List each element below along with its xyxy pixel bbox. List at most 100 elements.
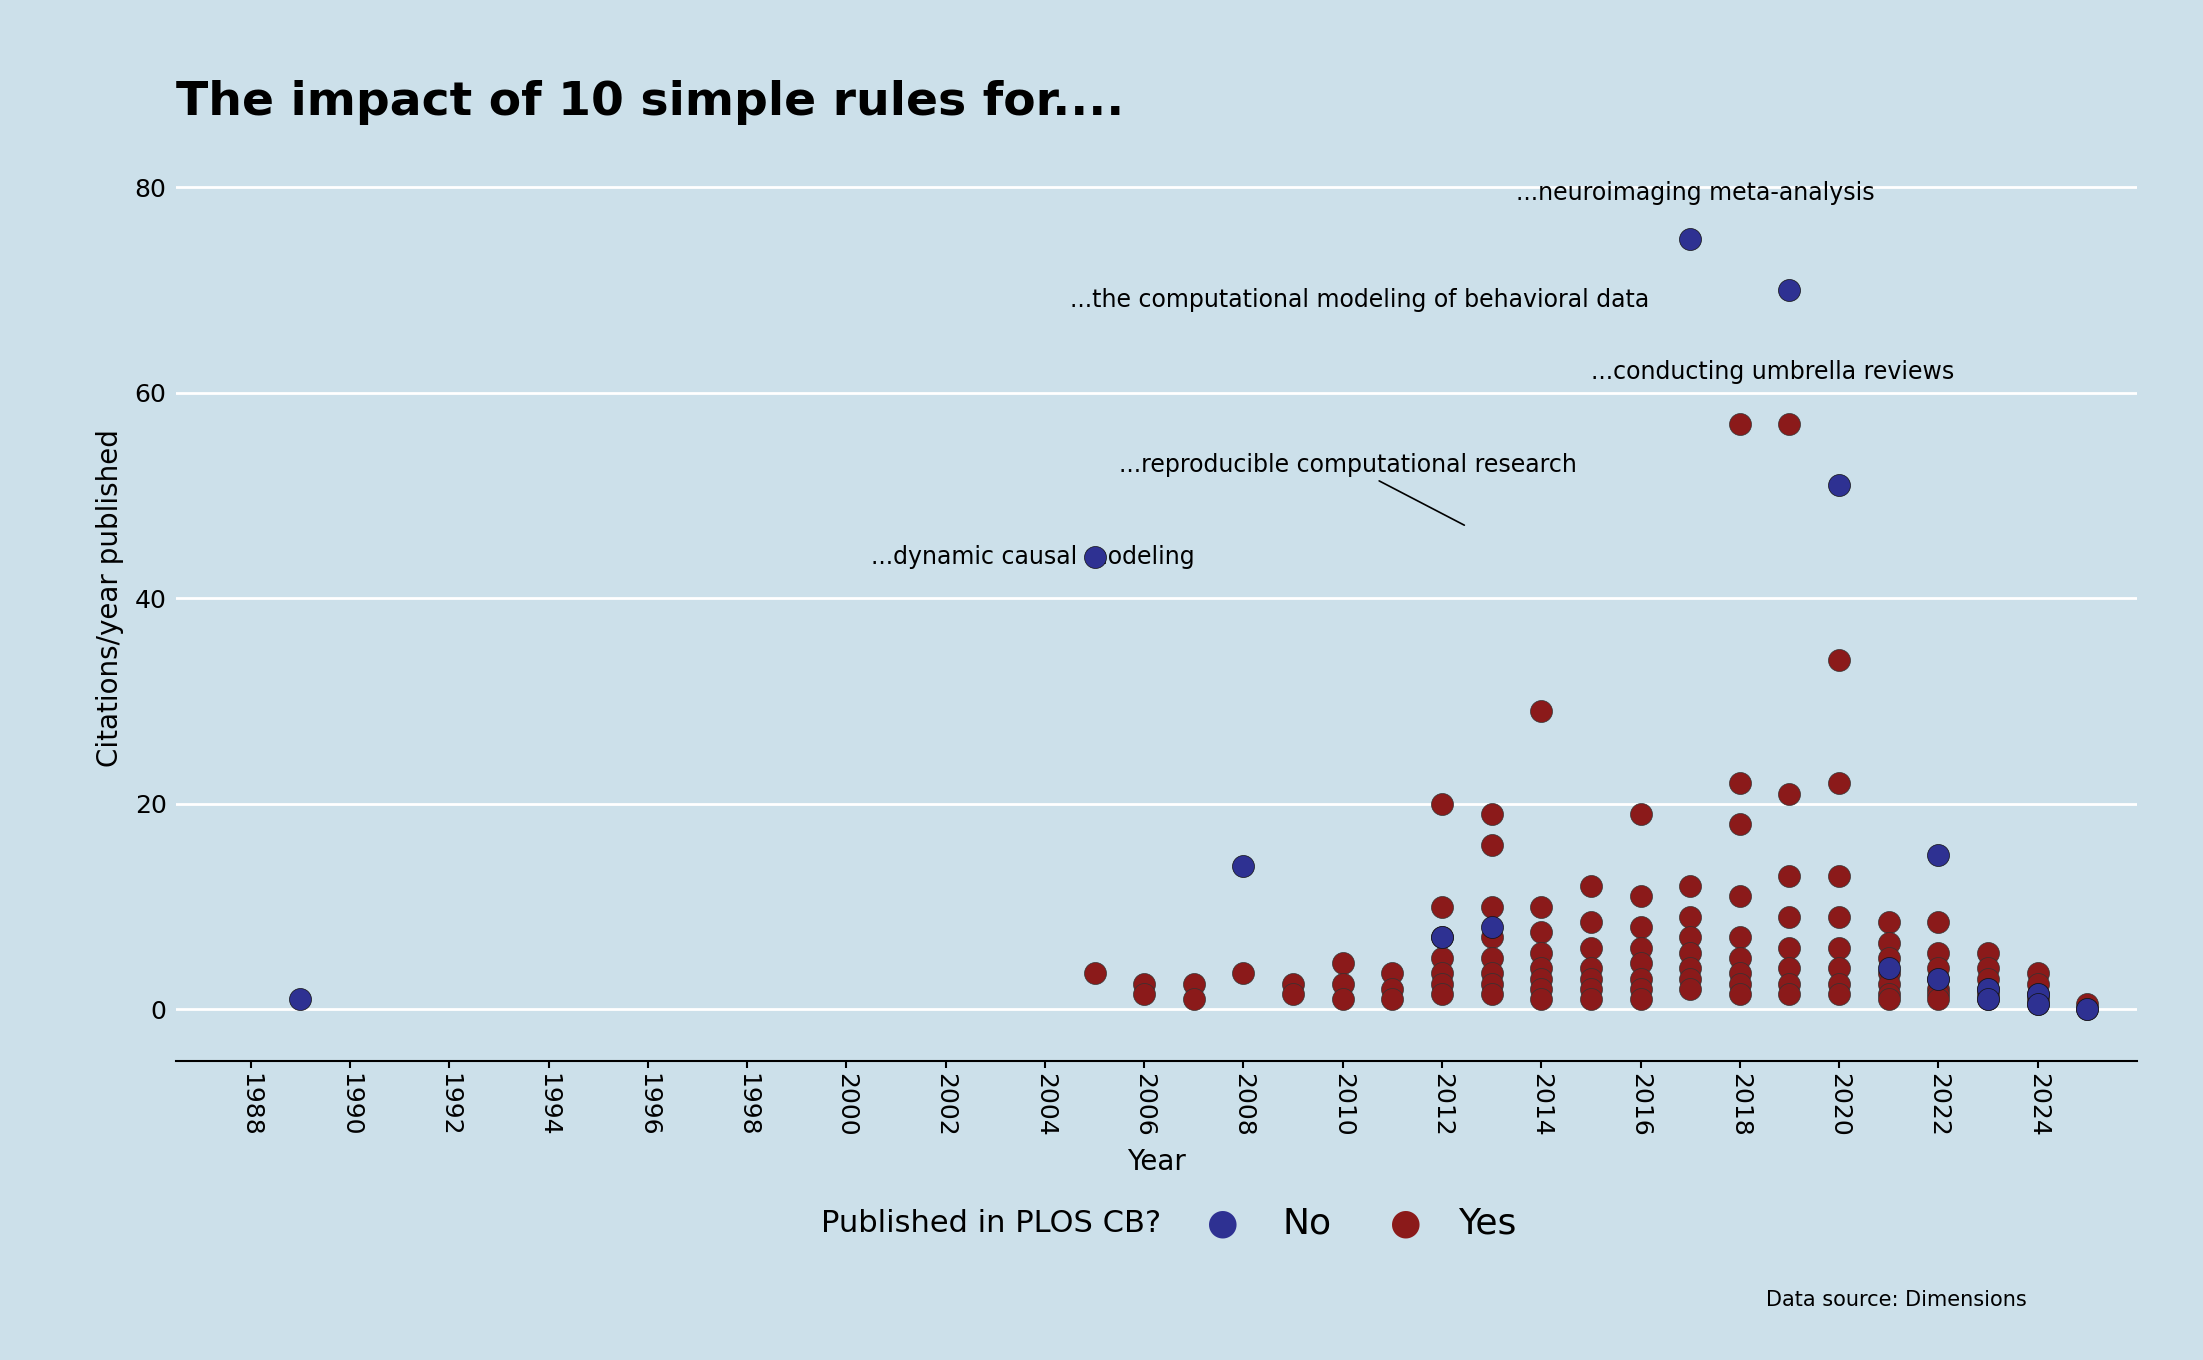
X-axis label: Year: Year <box>1128 1148 1185 1175</box>
Point <box>1375 978 1410 1000</box>
Point <box>2020 993 2055 1015</box>
Text: ...neuroimaging meta-analysis: ...neuroimaging meta-analysis <box>1516 181 1875 204</box>
Point <box>1822 475 1857 496</box>
Point <box>1474 963 1509 985</box>
Text: ●: ● <box>1207 1208 1238 1240</box>
Point <box>1969 989 2005 1010</box>
Point <box>1870 963 1906 985</box>
Point <box>1672 942 1707 964</box>
Point <box>1822 983 1857 1005</box>
Point <box>1624 952 1659 974</box>
Point <box>1425 926 1461 948</box>
Point <box>2020 963 2055 985</box>
Text: Data source: Dimensions: Data source: Dimensions <box>1767 1289 2027 1310</box>
Text: ...dynamic causal modeling: ...dynamic causal modeling <box>870 545 1194 570</box>
Point <box>1425 926 1461 948</box>
Point <box>1375 989 1410 1010</box>
Point <box>1474 917 1509 938</box>
Text: The impact of 10 simple rules for....: The impact of 10 simple rules for.... <box>176 80 1124 125</box>
Text: Yes: Yes <box>1458 1208 1516 1240</box>
Point <box>2020 993 2055 1015</box>
Point <box>1573 957 1608 979</box>
Point <box>1921 978 1956 1000</box>
Point <box>1870 911 1906 933</box>
Point <box>1771 413 1806 435</box>
Point <box>1723 972 1758 994</box>
Point <box>1723 772 1758 794</box>
Point <box>1723 813 1758 835</box>
Point <box>1969 942 2005 964</box>
Point <box>1969 957 2005 979</box>
Point <box>1870 957 1906 979</box>
Point <box>1822 972 1857 994</box>
Point <box>1524 978 1560 1000</box>
Point <box>1723 963 1758 985</box>
Point <box>1672 978 1707 1000</box>
Point <box>1474 834 1509 855</box>
Point <box>1425 793 1461 815</box>
Point <box>1822 772 1857 794</box>
Point <box>1723 983 1758 1005</box>
Point <box>1771 983 1806 1005</box>
Point <box>1822 649 1857 670</box>
Point <box>1921 968 1956 990</box>
Point <box>1324 952 1359 974</box>
Point <box>1077 547 1113 568</box>
Point <box>1474 926 1509 948</box>
Point <box>1474 804 1509 826</box>
Point <box>1771 957 1806 979</box>
Point <box>1771 279 1806 301</box>
Point <box>1425 963 1461 985</box>
Point <box>1771 865 1806 887</box>
Point <box>1126 983 1161 1005</box>
Point <box>1723 947 1758 968</box>
Point <box>1425 972 1461 994</box>
Point <box>2069 998 2104 1020</box>
Point <box>1870 972 1906 994</box>
Point <box>1921 968 1956 990</box>
Point <box>2020 989 2055 1010</box>
Point <box>1573 876 1608 898</box>
Point <box>1474 972 1509 994</box>
Point <box>2020 983 2055 1005</box>
Point <box>1425 983 1461 1005</box>
Point <box>1870 989 1906 1010</box>
Point <box>1771 937 1806 959</box>
Point <box>1771 972 1806 994</box>
Point <box>1969 978 2005 1000</box>
Point <box>1573 989 1608 1010</box>
Point <box>1969 989 2005 1010</box>
Point <box>1624 989 1659 1010</box>
Point <box>1474 983 1509 1005</box>
Point <box>1672 876 1707 898</box>
Point <box>1672 957 1707 979</box>
Point <box>1573 937 1608 959</box>
Point <box>1672 926 1707 948</box>
Point <box>1870 983 1906 1005</box>
Point <box>1624 917 1659 938</box>
Point <box>1969 968 2005 990</box>
Point <box>2069 993 2104 1015</box>
Point <box>1573 911 1608 933</box>
Point <box>1921 989 1956 1010</box>
Point <box>1921 983 1956 1005</box>
Point <box>1870 932 1906 953</box>
Point <box>1723 885 1758 907</box>
Point <box>1474 947 1509 968</box>
Text: ...the computational modeling of behavioral data: ...the computational modeling of behavio… <box>1071 288 1650 313</box>
Point <box>1276 983 1311 1005</box>
Point <box>1324 972 1359 994</box>
Point <box>1870 947 1906 968</box>
Point <box>1672 228 1707 250</box>
Point <box>1077 963 1113 985</box>
Point <box>1524 700 1560 722</box>
Point <box>282 989 317 1010</box>
Point <box>1126 972 1161 994</box>
Point <box>1822 957 1857 979</box>
Point <box>1624 937 1659 959</box>
Text: Published in PLOS CB?: Published in PLOS CB? <box>822 1209 1161 1239</box>
Point <box>1822 906 1857 928</box>
Point <box>1822 937 1857 959</box>
Point <box>1176 972 1212 994</box>
Point <box>1624 978 1659 1000</box>
